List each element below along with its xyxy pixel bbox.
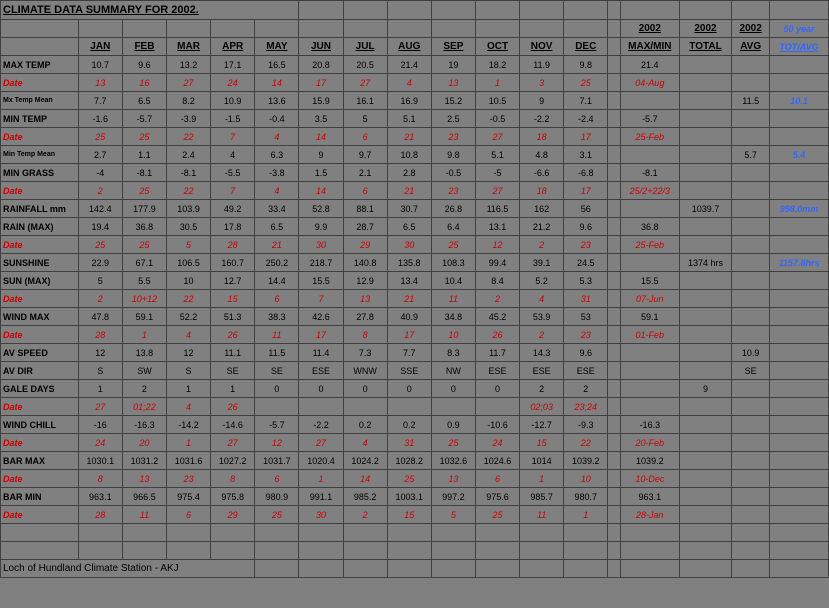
row-label: Date bbox=[1, 128, 79, 146]
footer: Loch of Hundland Climate Station - AKJ bbox=[1, 560, 255, 578]
row-label: WIND CHILL bbox=[1, 416, 79, 434]
col-nov: NOV bbox=[520, 38, 564, 56]
row-label: Date bbox=[1, 182, 79, 200]
row-label: Date bbox=[1, 434, 79, 452]
title: CLIMATE DATA SUMMARY FOR 2002. bbox=[1, 1, 299, 20]
row-label: Date bbox=[1, 74, 79, 92]
row-label: Date bbox=[1, 470, 79, 488]
row-label: RAINFALL mm bbox=[1, 200, 79, 218]
row-label: MIN TEMP bbox=[1, 110, 79, 128]
row-label: RAIN (MAX) bbox=[1, 218, 79, 236]
row-label: MAX TEMP bbox=[1, 56, 79, 74]
row-label: SUN (MAX) bbox=[1, 272, 79, 290]
row-label: BAR MIN bbox=[1, 488, 79, 506]
row-label: Date bbox=[1, 236, 79, 254]
col-may: MAY bbox=[255, 38, 299, 56]
col-apr: APR bbox=[211, 38, 255, 56]
col-sep: SEP bbox=[431, 38, 475, 56]
col-jun: JUN bbox=[299, 38, 343, 56]
row-label: Date bbox=[1, 398, 79, 416]
row-label: GALE DAYS bbox=[1, 380, 79, 398]
row-label: Date bbox=[1, 326, 79, 344]
row-label: MIN GRASS bbox=[1, 164, 79, 182]
row-label: AV SPEED bbox=[1, 344, 79, 362]
row-label: WIND MAX bbox=[1, 308, 79, 326]
col-feb: FEB bbox=[122, 38, 166, 56]
col-jul: JUL bbox=[343, 38, 387, 56]
col-oct: OCT bbox=[475, 38, 519, 56]
row-label: Date bbox=[1, 506, 79, 524]
row-label: Date bbox=[1, 290, 79, 308]
col-aug: AUG bbox=[387, 38, 431, 56]
col-mar: MAR bbox=[167, 38, 211, 56]
col-dec: DEC bbox=[564, 38, 608, 56]
row-label: BAR MAX bbox=[1, 452, 79, 470]
row-label: Min Temp Mean bbox=[1, 146, 79, 164]
row-label: AV DIR bbox=[1, 362, 79, 380]
row-label: Mx Temp Mean bbox=[1, 92, 79, 110]
climate-table-wrap: CLIMATE DATA SUMMARY FOR 2002.2002200220… bbox=[0, 0, 829, 578]
climate-table: CLIMATE DATA SUMMARY FOR 2002.2002200220… bbox=[0, 0, 829, 578]
row-label: SUNSHINE bbox=[1, 254, 79, 272]
col-jan: JAN bbox=[78, 38, 122, 56]
